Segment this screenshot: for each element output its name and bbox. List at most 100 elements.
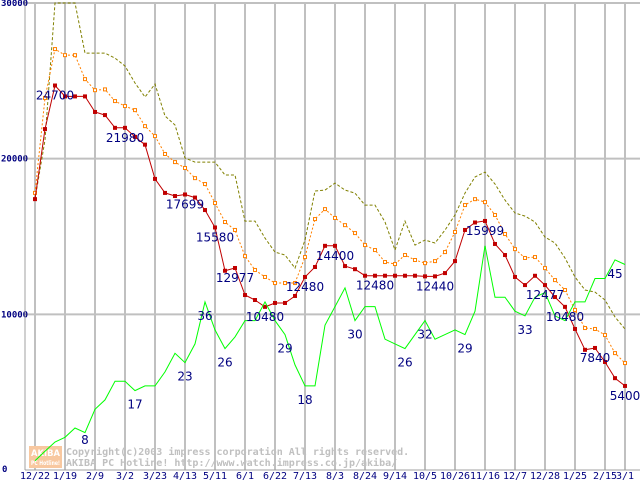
x-tick-label: 3/23 <box>143 471 167 480</box>
data-point-average-price <box>333 215 337 220</box>
data-label: 26 <box>217 356 232 370</box>
data-point-average-price <box>443 250 447 255</box>
data-point-min-price <box>593 345 597 350</box>
data-point-min-price <box>543 283 547 288</box>
data-label: 7840 <box>580 351 611 365</box>
data-point-min-price <box>123 125 127 130</box>
data-point-min-price <box>353 267 357 272</box>
watermark: AKIBA PC Hotline! Copyright(c)2003 impre… <box>29 446 409 469</box>
data-point-min-price <box>293 293 297 298</box>
data-point-average-price <box>383 260 387 265</box>
data-label: 23 <box>177 370 192 384</box>
data-point-average-price <box>473 197 477 202</box>
data-point-min-price <box>423 274 427 279</box>
data-point-average-price <box>483 200 487 205</box>
data-point-average-price <box>523 255 527 260</box>
x-tick-label: 3/1 <box>616 471 634 480</box>
x-tick-label: 6/1 <box>236 471 254 480</box>
data-point-min-price <box>313 265 317 270</box>
data-point-min-price <box>33 197 37 202</box>
x-tick-label: 10/5 <box>413 471 437 480</box>
data-point-average-price <box>463 203 467 208</box>
x-tick-label: 12/28 <box>530 471 560 480</box>
series <box>33 2 627 462</box>
data-label: 12477 <box>526 288 564 302</box>
data-label: 45 <box>607 267 622 281</box>
data-label: 29 <box>277 342 292 356</box>
data-label: 10480 <box>246 310 284 324</box>
data-label: 12440 <box>416 279 454 293</box>
data-point-average-price <box>183 166 187 171</box>
x-tick-label: 11/16 <box>470 471 500 480</box>
data-label: 8 <box>81 433 89 447</box>
x-tick-label: 8/24 <box>353 471 377 480</box>
x-tick-label: 8/3 <box>326 471 344 480</box>
data-point-average-price <box>543 266 547 271</box>
data-point-average-price <box>103 87 107 92</box>
data-point-min-price <box>343 264 347 269</box>
data-point-min-price <box>383 273 387 278</box>
data-point-average-price <box>533 255 537 260</box>
data-point-average-price <box>123 104 127 109</box>
data-point-average-price <box>273 281 277 286</box>
data-point-min-price <box>93 109 97 114</box>
site-text: AKIBA PC Hotline! http://www.watch.impre… <box>66 457 397 469</box>
data-point-average-price <box>343 223 347 228</box>
data-point-min-price <box>253 298 257 303</box>
data-point-average-price <box>283 281 287 286</box>
data-point-average-price <box>583 326 587 331</box>
data-point-min-price <box>113 125 117 130</box>
data-point-min-price <box>613 376 617 381</box>
data-point-average-price <box>223 220 227 225</box>
data-point-min-price <box>403 273 407 278</box>
x-tick-label: 5/11 <box>203 471 227 480</box>
data-point-min-price <box>573 326 577 331</box>
data-point-average-price <box>93 88 97 93</box>
data-point-average-price <box>143 124 147 129</box>
data-point-average-price <box>423 261 427 266</box>
x-tick-label: 1/25 <box>563 471 587 480</box>
data-point-min-price <box>393 273 397 278</box>
data-point-min-price <box>223 268 227 273</box>
data-point-min-price <box>373 273 377 278</box>
data-point-average-price <box>453 229 457 234</box>
data-point-average-price <box>163 151 167 156</box>
data-label: 21980 <box>106 131 144 145</box>
data-point-average-price <box>553 278 557 283</box>
data-label: 17 <box>127 398 142 412</box>
data-point-min-price <box>43 127 47 132</box>
data-point-average-price <box>133 108 137 113</box>
data-point-average-price <box>243 254 247 259</box>
data-point-min-price <box>553 295 557 300</box>
x-tick-label: 10/26 <box>440 471 470 480</box>
data-point-min-price <box>73 94 77 99</box>
data-label: 12977 <box>216 271 254 285</box>
data-point-average-price <box>603 333 607 338</box>
data-point-min-price <box>83 94 87 99</box>
x-tick-label: 9/14 <box>383 471 407 480</box>
data-label: 26 <box>397 356 412 370</box>
data-point-min-price <box>493 241 497 246</box>
data-point-average-price <box>153 134 157 139</box>
data-point-min-price <box>413 273 417 278</box>
data-point-average-price <box>43 95 47 100</box>
data-point-min-price <box>503 253 507 258</box>
data-label: 29 <box>457 342 472 356</box>
data-point-average-price <box>413 258 417 263</box>
data-point-min-price <box>243 293 247 298</box>
data-point-average-price <box>573 307 577 312</box>
data-point-min-price <box>333 243 337 248</box>
data-point-min-price <box>193 195 197 200</box>
data-point-average-price <box>303 255 307 260</box>
data-point-average-price <box>593 326 597 331</box>
data-point-average-price <box>83 77 87 82</box>
data-label: 12480 <box>286 280 324 294</box>
data-point-min-price <box>583 347 587 352</box>
data-point-min-price <box>133 134 137 139</box>
data-point-average-price <box>53 47 57 52</box>
data-point-average-price <box>403 253 407 258</box>
data-point-average-price <box>613 351 617 356</box>
data-point-average-price <box>193 176 197 181</box>
data-point-min-price <box>463 227 467 232</box>
